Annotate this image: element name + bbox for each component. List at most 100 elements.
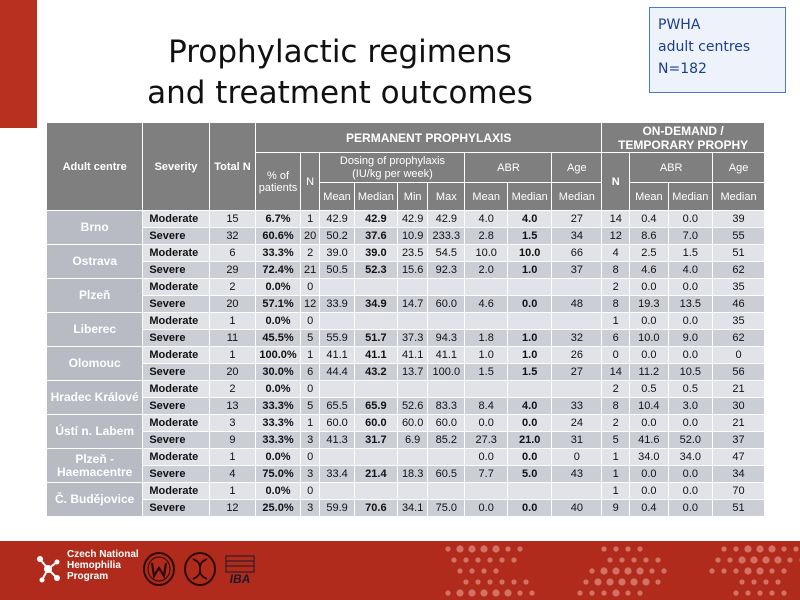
- decorative-dot: [733, 590, 739, 596]
- cell-dose-mean: [319, 482, 355, 500]
- cell-abr-median: 0.0: [506, 295, 553, 313]
- decorative-dot: [739, 579, 745, 585]
- title-line-1: Prophylactic regimens: [168, 34, 512, 70]
- decorative-dot: [606, 578, 614, 586]
- header-on-demand-line-1: ON-DEMAND /: [642, 123, 724, 138]
- cell-abr-mean: 0.0: [464, 448, 508, 466]
- table-row: Severe 13 33.3% 5 65.5 65.9 52.6 83.3 8.4 4.0 33 8 1…: [47, 397, 765, 415]
- cell-od-n: 14: [601, 210, 631, 228]
- cell-n: 2: [299, 244, 321, 262]
- cell-od-abr-median: 34.0: [667, 448, 714, 466]
- footer-org-line-1: Czech National: [67, 549, 139, 560]
- cell-n: 6: [299, 363, 321, 381]
- centre-name-cell: Hradec Králové: [45, 380, 144, 415]
- cell-dose-min: 60.0: [397, 414, 429, 432]
- severity-cell: Severe: [142, 465, 210, 483]
- cell-dose-median: [353, 380, 399, 398]
- table-row: Severe 11 45.5% 5 55.9 51.7 37.3 94.3 1.8 1.0 32 6 1…: [47, 329, 765, 347]
- cell-od-age-median: 35: [712, 278, 765, 296]
- cell-dose-median: [353, 448, 399, 466]
- cell-abr-mean: [464, 482, 508, 500]
- cell-pct: 57.1%: [255, 295, 301, 313]
- cell-od-abr-mean: 4.6: [629, 261, 669, 279]
- cell-dose-mean: 55.9: [319, 329, 355, 347]
- decorative-dot: [762, 556, 770, 564]
- cell-total: 2: [208, 278, 257, 296]
- cell-od-age-median: 51: [712, 244, 765, 262]
- cell-dose-max: 75.0: [427, 499, 466, 517]
- cell-n: 1: [299, 210, 321, 228]
- decorative-dot: [475, 557, 481, 563]
- table-row: Ústí n. Labem Moderate 3 33.3% 1 60.0 60.0 60.0…: [45, 414, 765, 449]
- decorative-dot: [787, 557, 793, 563]
- cell-od-n: 5: [601, 431, 631, 449]
- cell-dose-max: 83.3: [427, 397, 466, 415]
- decorative-dot: [642, 578, 650, 586]
- cell-od-n: 9: [601, 499, 631, 517]
- decorative-dot: [505, 546, 511, 552]
- header-n: N: [299, 152, 321, 211]
- cell-dose-max: 42.9: [427, 210, 466, 228]
- cell-od-abr-mean: 0.0: [629, 346, 669, 364]
- cell-total: 1: [208, 346, 257, 364]
- header-severity: Severity: [142, 122, 210, 211]
- header-od-abr-median: Median: [667, 182, 714, 211]
- cell-od-age-median: 39: [712, 210, 765, 228]
- cell-abr-mean: 4.6: [464, 295, 508, 313]
- decorative-dot: [445, 590, 451, 596]
- decorative-dot: [451, 557, 457, 563]
- cell-abr-mean: 10.0: [464, 244, 508, 262]
- cell-dose-mean: 33.9: [319, 295, 355, 313]
- cell-n: 3: [299, 431, 321, 449]
- cell-pct: 0.0%: [255, 380, 301, 398]
- cell-od-age-median: 51: [712, 499, 765, 517]
- cell-abr-mean: [464, 380, 508, 398]
- footer-org-line-2: Hemophilia: [67, 560, 121, 571]
- table-row: Hradec Králové Moderate 2 0.0% 0 2 0.5 0.5 21: [45, 380, 765, 415]
- header-od-abr-mean: Mean: [629, 182, 669, 211]
- cell-od-abr-median: 1.5: [667, 244, 714, 262]
- decorative-dot: [468, 589, 476, 597]
- severity-cell: Severe: [142, 397, 210, 415]
- cell-od-n: 1: [601, 465, 631, 483]
- decorative-dot: [756, 545, 764, 553]
- severity-cell: Moderate: [142, 244, 210, 262]
- decorative-dot: [589, 590, 595, 596]
- cell-od-n: 1: [601, 448, 631, 466]
- cell-dose-median: 34.9: [353, 295, 399, 313]
- table-row: Č. Budějovice Moderate 1 0.0% 0 1 0.0 0.0 70: [45, 482, 765, 517]
- decorative-dot: [594, 578, 602, 586]
- cell-od-abr-mean: 0.4: [629, 499, 669, 517]
- cell-dose-min: [397, 380, 429, 398]
- cell-age-median: 27: [551, 210, 603, 228]
- cell-dose-max: [427, 380, 466, 398]
- cell-dose-max: [427, 448, 466, 466]
- iba-logo-text: IBA: [230, 572, 251, 586]
- cell-od-abr-median: 0.0: [667, 482, 714, 500]
- cell-dose-min: [397, 278, 429, 296]
- table-row: Olomouc Moderate 1 100.0% 1 41.1 41.1 41.1 41.1 1…: [45, 346, 765, 381]
- cell-pct: 60.6%: [255, 227, 301, 245]
- decorative-dot: [781, 546, 787, 552]
- cell-pct: 33.3%: [255, 414, 301, 432]
- cell-abr-median: 1.5: [506, 227, 553, 245]
- decorative-dot: [468, 545, 476, 553]
- cell-abr-mean: 7.7: [464, 465, 508, 483]
- cell-dose-max: 92.3: [427, 261, 466, 279]
- cell-age-median: 37: [551, 261, 603, 279]
- header-pct-line-2: patients: [258, 181, 298, 194]
- cell-pct: 72.4%: [255, 261, 301, 279]
- cell-total: 13: [208, 397, 257, 415]
- cell-age-median: 26: [551, 346, 603, 364]
- severity-cell: Moderate: [142, 346, 210, 364]
- cell-total: 1: [208, 448, 257, 466]
- cell-od-abr-mean: 8.6: [629, 227, 669, 245]
- cell-n: 21: [299, 261, 321, 279]
- decorative-dot: [475, 579, 481, 585]
- footer-bar: Czech National Hemophilia Program IBA: [0, 541, 800, 600]
- header-od-n: N: [601, 152, 631, 211]
- table-row: Plzeň Moderate 2 0.0% 0 2 0.0 0.0 35: [45, 278, 765, 313]
- cell-abr-mean: 0.0: [464, 499, 508, 517]
- severity-cell: Moderate: [142, 380, 210, 398]
- decorative-dot: [589, 568, 595, 574]
